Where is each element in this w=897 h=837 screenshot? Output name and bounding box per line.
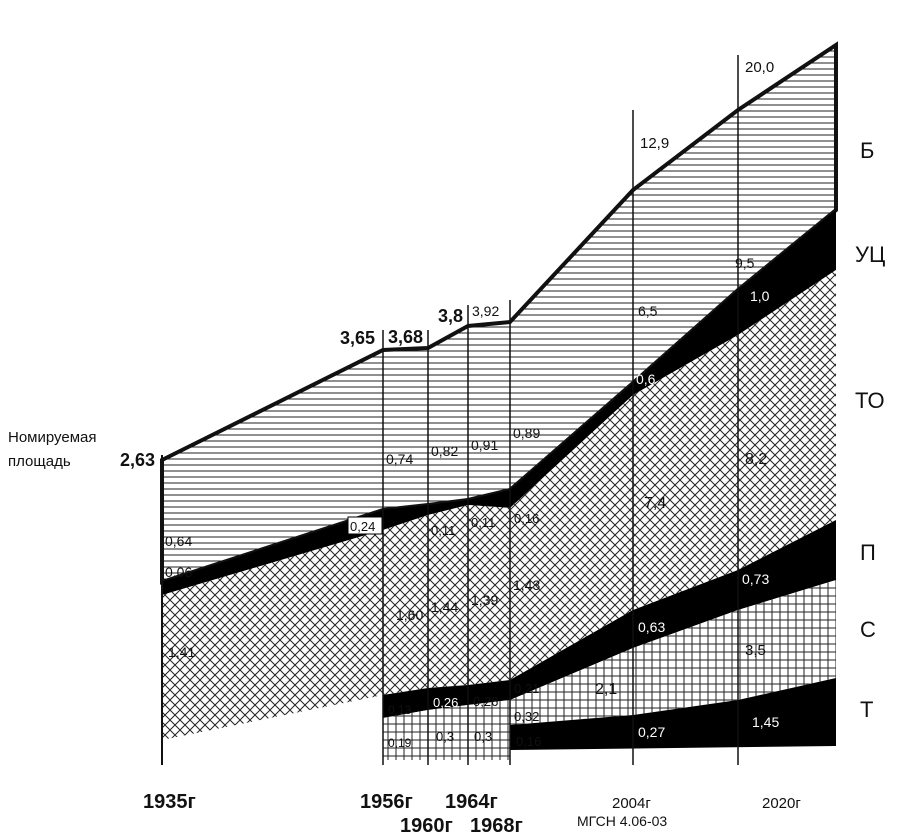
data-label: 7,4 <box>644 495 666 512</box>
top-label: 3,8 <box>438 306 463 326</box>
band-t-grid <box>383 725 510 760</box>
top-label: 20,0 <box>745 59 774 76</box>
x-label-1956: 1956г <box>360 791 413 813</box>
x-label-2020: 2020г <box>762 795 801 812</box>
data-label: 0,06 <box>165 564 192 580</box>
data-label: 0,27 <box>638 724 665 740</box>
top-label: 2,63 <box>120 450 155 470</box>
data-label: 0,73 <box>742 571 769 587</box>
top-label: 3,65 <box>340 328 375 348</box>
data-label: 2,1 <box>595 681 617 698</box>
band-t <box>510 678 836 750</box>
data-label: 0,26 <box>433 695 458 710</box>
data-label: 0,89 <box>513 425 540 441</box>
data-label: 0,3 <box>474 729 492 744</box>
data-label: 0,19 <box>388 736 412 750</box>
data-label: 1,45 <box>752 714 779 730</box>
data-label: 0,24 <box>350 519 375 534</box>
data-label: 0,16 <box>514 511 539 526</box>
data-label: 0,26 <box>473 694 498 709</box>
data-label: 0,13 <box>388 703 412 717</box>
band-to <box>162 270 836 740</box>
series-label-uc: УЦ <box>855 242 885 267</box>
data-label: 0,74 <box>386 451 413 467</box>
series-label-s: С <box>860 617 876 642</box>
x-caption: МГСН 4.06-03 <box>577 813 667 829</box>
data-label: 1,43 <box>513 577 540 593</box>
data-label: 0,32 <box>514 709 539 724</box>
band-s <box>383 580 836 738</box>
data-label: 0,21 <box>514 681 539 696</box>
data-label: 0,82 <box>431 443 458 459</box>
data-label: 1,0 <box>750 288 770 304</box>
x-label-1964: 1964г <box>445 791 498 813</box>
data-label: 0,91 <box>471 437 498 453</box>
data-label: 0,11 <box>471 515 495 530</box>
data-label: 3,5 <box>745 642 766 659</box>
data-label: 0,3 <box>436 729 454 744</box>
top-label: 3,68 <box>388 327 423 347</box>
top-label: 6,5 <box>638 303 658 319</box>
data-label: 1,44 <box>431 599 458 615</box>
data-label: 1,60 <box>396 607 423 623</box>
data-label: 0,63 <box>638 619 665 635</box>
data-label: 0,16 <box>516 734 541 749</box>
series-label-t: Т <box>860 697 873 722</box>
top-label: 12,9 <box>640 135 669 152</box>
x-label-1960: 1960г <box>400 815 453 837</box>
data-label: 0,11 <box>431 523 455 538</box>
top-label: 3,92 <box>472 303 499 319</box>
data-label: 1,41 <box>168 644 195 660</box>
x-label-1935: 1935г <box>143 791 196 813</box>
axis-label-line1: Номируемая <box>8 429 97 446</box>
data-label: 8,2 <box>745 451 767 468</box>
data-label: 0,6 <box>636 371 656 387</box>
x-label-2004: 2004г <box>612 795 651 812</box>
series-label-b: Б <box>860 138 874 163</box>
top-label: 9,5 <box>735 255 755 271</box>
data-label: 0,64 <box>165 533 192 549</box>
series-label-to: ТО <box>855 388 885 413</box>
data-label: 1,39 <box>471 592 498 608</box>
x-label-1968: 1968г <box>470 815 523 837</box>
series-label-p: П <box>860 540 876 565</box>
axis-label-line2: площадь <box>8 453 71 470</box>
